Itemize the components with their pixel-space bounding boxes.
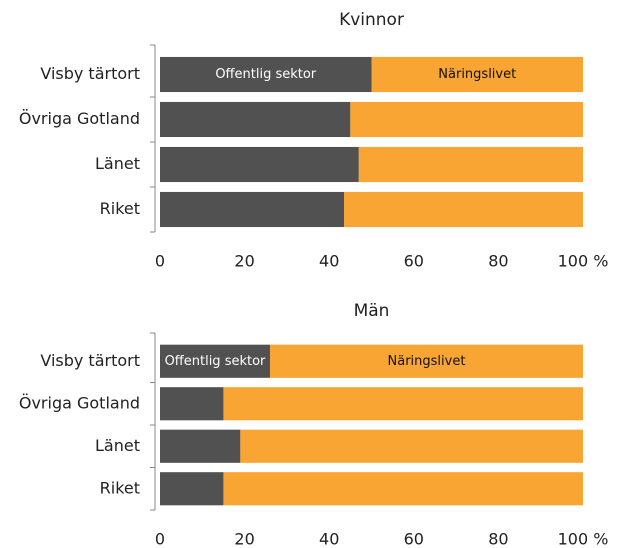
bar-segment [358,146,583,183]
segment-label: Offentlig sektor [215,67,316,82]
x-tick-label: 100 % [558,530,609,548]
bar-segment [160,344,270,378]
category-label: Visby tärtort [40,351,140,370]
x-tick-label: 20 [234,530,254,548]
x-tick-label: 0 [155,252,165,271]
category-label: Riket [100,478,140,497]
bar-segment [160,191,345,228]
segment-label: Näringslivet [388,354,466,369]
bar-segment [160,146,359,183]
x-tick-label: 80 [488,252,508,271]
category-label: Övriga Gotland [19,393,140,412]
bar-segment [160,429,241,463]
segment-label: Näringslivet [438,67,516,82]
category-label: Länet [95,436,140,455]
x-tick-label: 40 [319,530,339,548]
x-tick-label: 100 % [558,252,609,271]
category-label: Visby tärtort [40,64,140,83]
x-tick-label: 20 [234,252,254,271]
bar-segment [160,56,372,93]
bar-segment [240,429,583,463]
bar-segment [223,387,583,421]
chart-title: Kvinnor [339,10,404,30]
x-tick-label: 0 [155,530,165,548]
chart-title: Män [354,301,390,321]
bar-segment [223,472,583,506]
bar-segment [350,101,583,138]
bar-segment [160,387,224,421]
segment-label: Offentlig sektor [165,354,266,369]
x-tick-label: 80 [488,530,508,548]
bar-segment [160,472,224,506]
x-tick-label: 60 [404,530,424,548]
category-label: Länet [95,154,140,173]
category-label: Riket [100,199,140,218]
bar-segment [269,344,583,378]
x-tick-label: 40 [319,252,339,271]
bar-segment [344,191,583,228]
bar-segment [371,56,583,93]
x-tick-label: 60 [404,252,424,271]
bar-segment [160,101,351,138]
category-label: Övriga Gotland [19,109,140,128]
